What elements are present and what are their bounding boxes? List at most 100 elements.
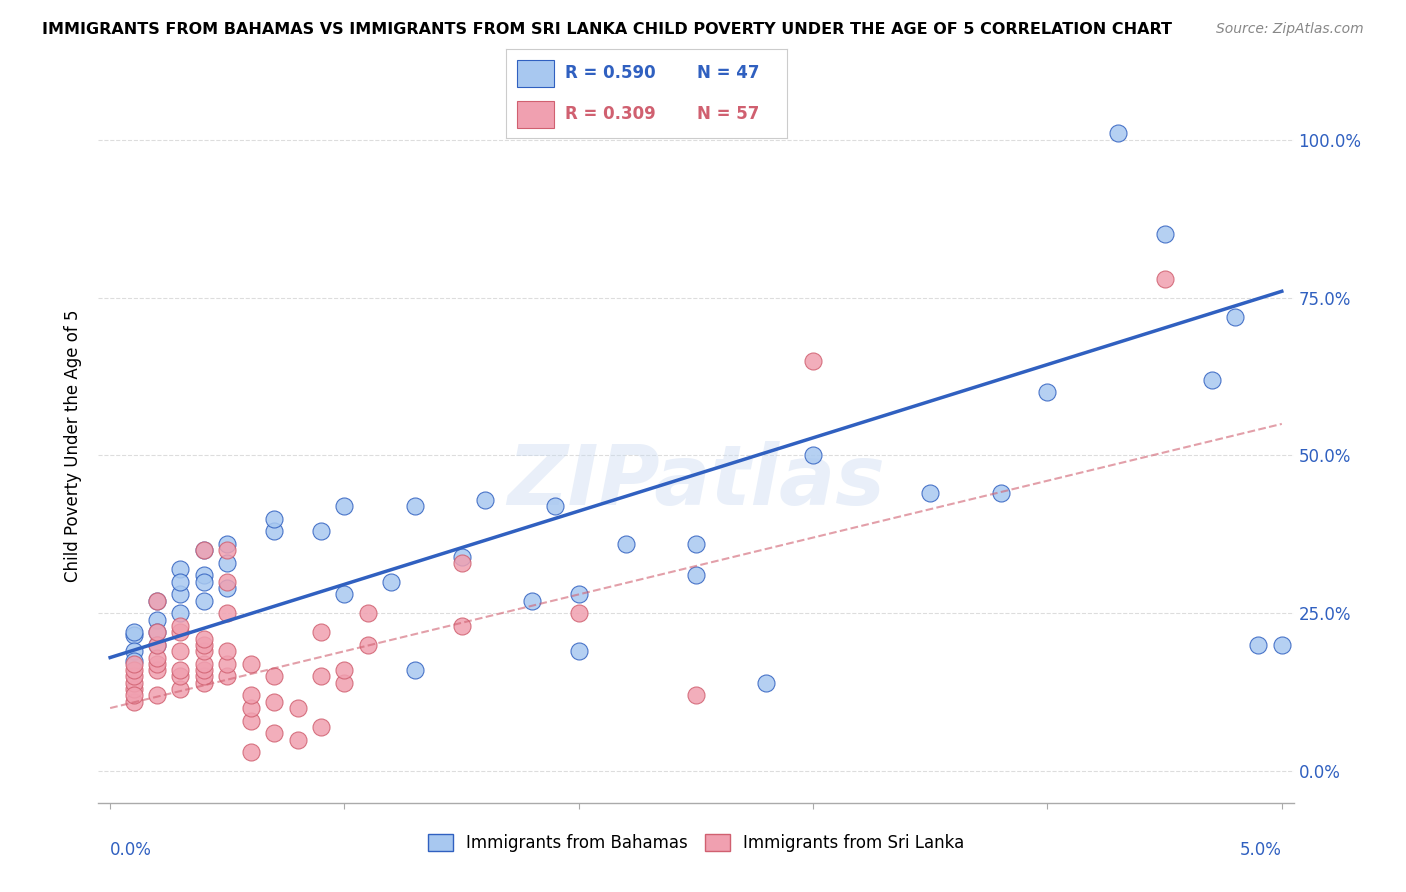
Point — [122, 657, 145, 671]
Point — [357, 607, 380, 621]
Point — [333, 499, 356, 513]
Point — [217, 607, 239, 621]
Point — [685, 568, 707, 582]
Point — [1201, 373, 1223, 387]
Point — [122, 669, 145, 683]
Point — [169, 644, 191, 658]
Point — [146, 657, 169, 671]
Point — [193, 543, 215, 558]
Point — [169, 562, 191, 576]
Point — [169, 619, 191, 633]
Point — [239, 657, 262, 671]
Point — [380, 574, 402, 589]
Point — [146, 638, 169, 652]
Point — [263, 669, 285, 683]
Point — [1036, 385, 1059, 400]
Point — [520, 593, 543, 607]
Point — [122, 628, 145, 642]
Point — [193, 644, 215, 658]
Point — [357, 638, 380, 652]
Point — [146, 625, 169, 640]
Text: IMMIGRANTS FROM BAHAMAS VS IMMIGRANTS FROM SRI LANKA CHILD POVERTY UNDER THE AGE: IMMIGRANTS FROM BAHAMAS VS IMMIGRANTS FR… — [42, 22, 1173, 37]
Point — [169, 574, 191, 589]
Point — [309, 720, 332, 734]
Point — [1107, 127, 1129, 141]
Point — [217, 581, 239, 595]
Point — [614, 537, 637, 551]
Point — [568, 644, 591, 658]
Point — [122, 625, 145, 640]
Point — [450, 549, 472, 564]
Point — [239, 745, 262, 759]
Point — [169, 625, 191, 640]
Point — [450, 556, 472, 570]
Point — [193, 675, 215, 690]
Point — [1247, 638, 1270, 652]
Point — [217, 574, 239, 589]
Point — [122, 695, 145, 709]
FancyBboxPatch shape — [517, 101, 554, 128]
Point — [146, 650, 169, 665]
Point — [309, 625, 332, 640]
FancyBboxPatch shape — [517, 60, 554, 87]
Legend: Immigrants from Bahamas, Immigrants from Sri Lanka: Immigrants from Bahamas, Immigrants from… — [422, 827, 970, 859]
Point — [217, 543, 239, 558]
Text: N = 47: N = 47 — [697, 63, 759, 82]
Point — [146, 689, 169, 703]
Point — [309, 524, 332, 539]
Point — [404, 499, 426, 513]
Text: ZIPatlas: ZIPatlas — [508, 442, 884, 522]
Point — [263, 511, 285, 525]
Point — [755, 675, 778, 690]
Point — [801, 449, 824, 463]
Point — [146, 593, 169, 607]
Point — [122, 644, 145, 658]
Point — [287, 732, 309, 747]
Point — [122, 682, 145, 697]
Point — [193, 593, 215, 607]
Point — [122, 654, 145, 668]
Point — [801, 353, 824, 368]
Point — [239, 714, 262, 728]
Point — [146, 625, 169, 640]
Point — [169, 607, 191, 621]
Point — [122, 675, 145, 690]
Point — [146, 613, 169, 627]
Point — [309, 669, 332, 683]
Point — [146, 663, 169, 677]
Point — [122, 689, 145, 703]
Point — [333, 587, 356, 601]
Point — [217, 669, 239, 683]
Point — [1153, 227, 1175, 242]
Point — [193, 663, 215, 677]
Point — [685, 537, 707, 551]
Point — [920, 486, 942, 500]
Text: N = 57: N = 57 — [697, 105, 759, 123]
Point — [193, 632, 215, 646]
Point — [193, 638, 215, 652]
Point — [239, 689, 262, 703]
Text: R = 0.590: R = 0.590 — [565, 63, 655, 82]
Point — [193, 669, 215, 683]
Point — [193, 657, 215, 671]
Point — [239, 701, 262, 715]
Point — [193, 568, 215, 582]
Point — [287, 701, 309, 715]
Point — [263, 695, 285, 709]
Text: R = 0.309: R = 0.309 — [565, 105, 657, 123]
Point — [568, 607, 591, 621]
Point — [263, 726, 285, 740]
Point — [217, 644, 239, 658]
Point — [450, 619, 472, 633]
Point — [685, 689, 707, 703]
Point — [1271, 638, 1294, 652]
Text: 5.0%: 5.0% — [1240, 840, 1282, 859]
Y-axis label: Child Poverty Under the Age of 5: Child Poverty Under the Age of 5 — [63, 310, 82, 582]
Point — [217, 556, 239, 570]
Text: Source: ZipAtlas.com: Source: ZipAtlas.com — [1216, 22, 1364, 37]
Point — [333, 675, 356, 690]
Point — [474, 492, 496, 507]
Point — [568, 587, 591, 601]
Point — [169, 663, 191, 677]
Point — [146, 638, 169, 652]
